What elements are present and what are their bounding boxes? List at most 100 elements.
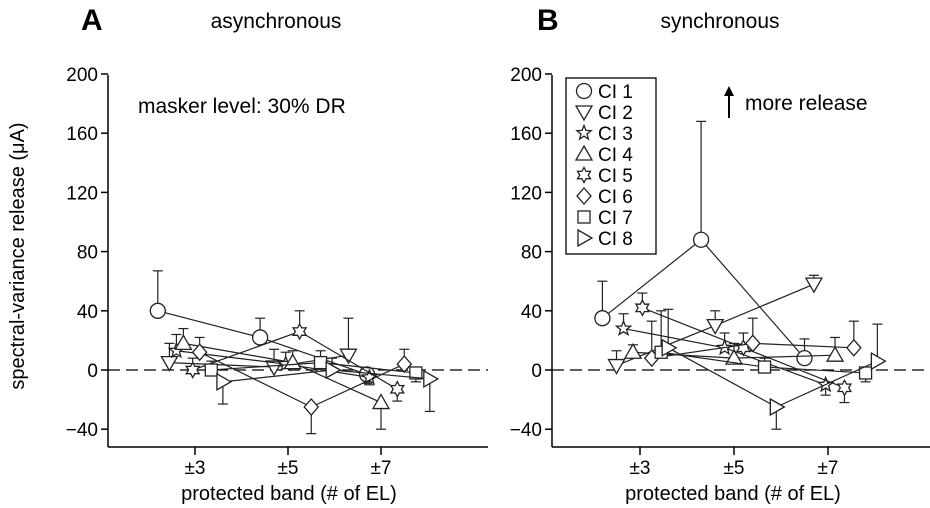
panel-a-annotation: masker level: 30% DR: [138, 95, 346, 118]
legend-label: CI 7: [598, 208, 633, 229]
data-point: [623, 342, 643, 359]
legend-marker: [574, 144, 594, 161]
data-point: [339, 348, 358, 365]
panel-b-title: synchronous: [660, 10, 779, 33]
series-ci-5: [634, 292, 853, 404]
legend-label: CI 6: [598, 187, 633, 208]
legend-label: CI 5: [598, 166, 633, 187]
x-tick-label: ±5: [724, 458, 745, 479]
legend-marker: [576, 166, 592, 184]
data-point: [594, 310, 611, 327]
panel-a-ylabel: spectral-variance release (μA): [7, 122, 29, 389]
panel-b-annotation: more release: [745, 92, 868, 115]
data-point: [825, 345, 845, 362]
data-point: [313, 355, 328, 370]
series-ci-1: [149, 270, 376, 384]
data-point: [409, 366, 423, 380]
x-tick-label: ±3: [630, 458, 651, 479]
x-tick-label: ±3: [185, 458, 206, 479]
data-point: [204, 363, 218, 377]
data-point: [634, 298, 650, 317]
data-point: [804, 277, 824, 294]
x-tick-label: ±7: [818, 458, 839, 479]
data-point: [325, 360, 342, 380]
data-point: [264, 360, 284, 377]
panel-a-title: asynchronous: [211, 10, 342, 33]
legend-marker: [575, 123, 593, 141]
panel-b-plot: 200 160 120 80 40 0 −40 ±3 ±5 ±7: [510, 65, 930, 479]
data-point: [216, 372, 233, 391]
data-point: [191, 343, 208, 362]
plot-layer: 200 160 120 80 40 0 −40 ±3 ±5 ±7 200 160 120 80 40 0 −40…: [66, 65, 930, 479]
x-tick-label: ±5: [278, 458, 299, 479]
series-ci-7: [204, 350, 423, 383]
data-point: [251, 329, 269, 346]
legend-label: CI 4: [598, 145, 633, 166]
data-point: [303, 398, 320, 416]
data-point: [845, 338, 862, 357]
series-ci-2: [160, 317, 358, 377]
legend-label: CI 8: [598, 229, 633, 250]
legend-label: CI 2: [598, 103, 633, 124]
legend-label: CI 1: [598, 82, 633, 103]
legend-marker: [577, 228, 594, 248]
series-ci-8: [661, 308, 887, 430]
panel-a-plot: 200 160 120 80 40 0 −40 ±3 ±5 ±7: [66, 65, 488, 479]
data-point: [371, 393, 391, 410]
x-tick-label: ±7: [371, 458, 392, 479]
panel-b-xlabel: protected band (# of EL): [625, 483, 841, 505]
legend-marker: [574, 105, 594, 122]
legend-label: CI 3: [598, 124, 633, 145]
more-release-annotation: more release: [724, 86, 868, 118]
legend-marker: [575, 82, 593, 100]
data-point: [174, 334, 193, 351]
series-ci-7: [654, 310, 873, 383]
legend-marker: [577, 210, 591, 224]
y-tick-label: 0: [87, 361, 98, 382]
y-tick-label: 160: [66, 124, 98, 145]
panel-b-letter: B: [537, 4, 559, 37]
data-point: [769, 397, 786, 417]
y-tick-label: 80: [77, 243, 98, 264]
panel-a-letter: A: [81, 4, 103, 37]
data-point: [423, 369, 440, 389]
data-point: [706, 318, 725, 335]
y-tick-label: 120: [510, 183, 542, 204]
y-tick-label: 0: [531, 361, 542, 382]
data-point: [389, 380, 405, 399]
y-tick-label: 160: [510, 124, 542, 145]
data-point: [661, 338, 678, 357]
data-point: [614, 319, 633, 337]
data-point: [836, 378, 853, 397]
y-tick-label: 200: [66, 65, 98, 86]
data-point: [692, 231, 710, 248]
y-tick-label: −40: [510, 420, 542, 441]
data-point: [724, 348, 744, 365]
y-tick-label: 80: [521, 243, 542, 264]
data-point: [796, 350, 813, 367]
data-point: [757, 360, 772, 374]
data-point: [607, 358, 626, 375]
data-point: [149, 302, 166, 319]
series-ci-4: [174, 327, 391, 430]
series-ci-6: [191, 336, 413, 435]
data-point: [160, 355, 179, 372]
y-tick-label: 120: [66, 183, 98, 204]
data-point: [870, 351, 887, 371]
series-ci-5: [185, 310, 405, 402]
y-tick-label: 40: [77, 302, 98, 323]
data-point: [291, 322, 308, 341]
y-tick-label: 200: [510, 65, 542, 86]
y-tick-label: −40: [66, 420, 98, 441]
legend: CI 1CI 2CI 3CI 4CI 5CI 6CI 7CI 8: [565, 77, 657, 255]
series-ci-6: [643, 317, 862, 368]
series-line: [602, 238, 805, 359]
series-ci-8: [216, 357, 440, 413]
panel-a-xlabel: protected band (# of EL): [181, 483, 397, 505]
series-ci-1: [594, 120, 813, 367]
y-tick-label: 40: [521, 302, 542, 323]
data-point: [185, 361, 201, 379]
legend-marker: [576, 187, 592, 205]
data-point: [744, 334, 761, 353]
